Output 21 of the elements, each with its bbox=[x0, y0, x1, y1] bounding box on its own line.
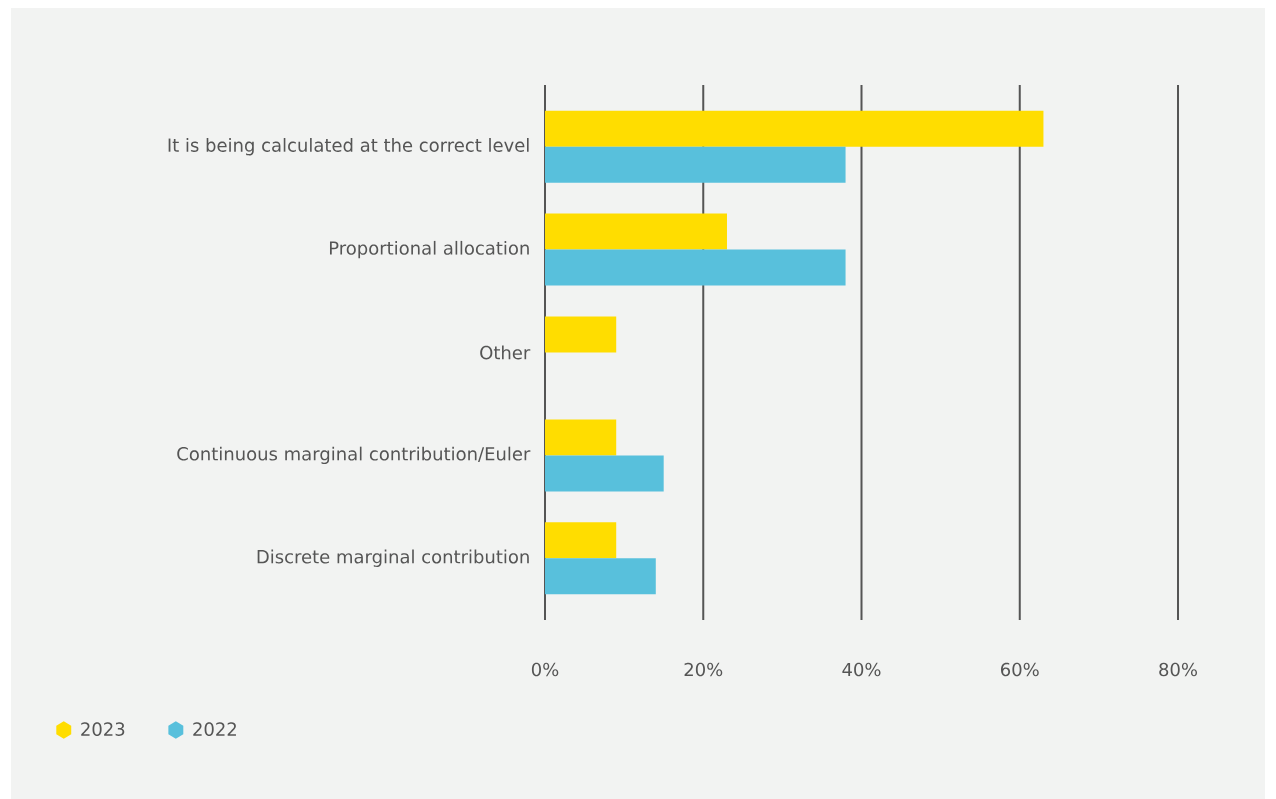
bar bbox=[545, 316, 617, 353]
bar bbox=[545, 455, 664, 492]
x-tick-label: 40% bbox=[842, 662, 881, 677]
legend-label: 2023 bbox=[81, 722, 125, 736]
bar bbox=[545, 213, 727, 250]
y-tick-label: Discrete marginal contribution bbox=[257, 549, 529, 567]
bar bbox=[545, 522, 617, 559]
bar bbox=[545, 249, 846, 286]
bar bbox=[545, 419, 617, 456]
y-tick-label: Proportional allocation bbox=[329, 240, 529, 259]
legend-label: 2022 bbox=[193, 722, 236, 736]
y-tick-label: It is being calculated at the correct level bbox=[168, 138, 529, 156]
x-tick-label: 0% bbox=[531, 662, 559, 677]
x-tick-label: 60% bbox=[1001, 662, 1039, 677]
y-tick-label: Other bbox=[480, 345, 531, 360]
y-tick-label: Continuous marginal contribution/Euler bbox=[177, 446, 531, 465]
x-tick-label: 80% bbox=[1159, 662, 1198, 677]
bar bbox=[545, 558, 656, 595]
bar bbox=[545, 110, 1044, 147]
x-tick-label: 20% bbox=[684, 662, 723, 677]
bar bbox=[545, 146, 846, 183]
